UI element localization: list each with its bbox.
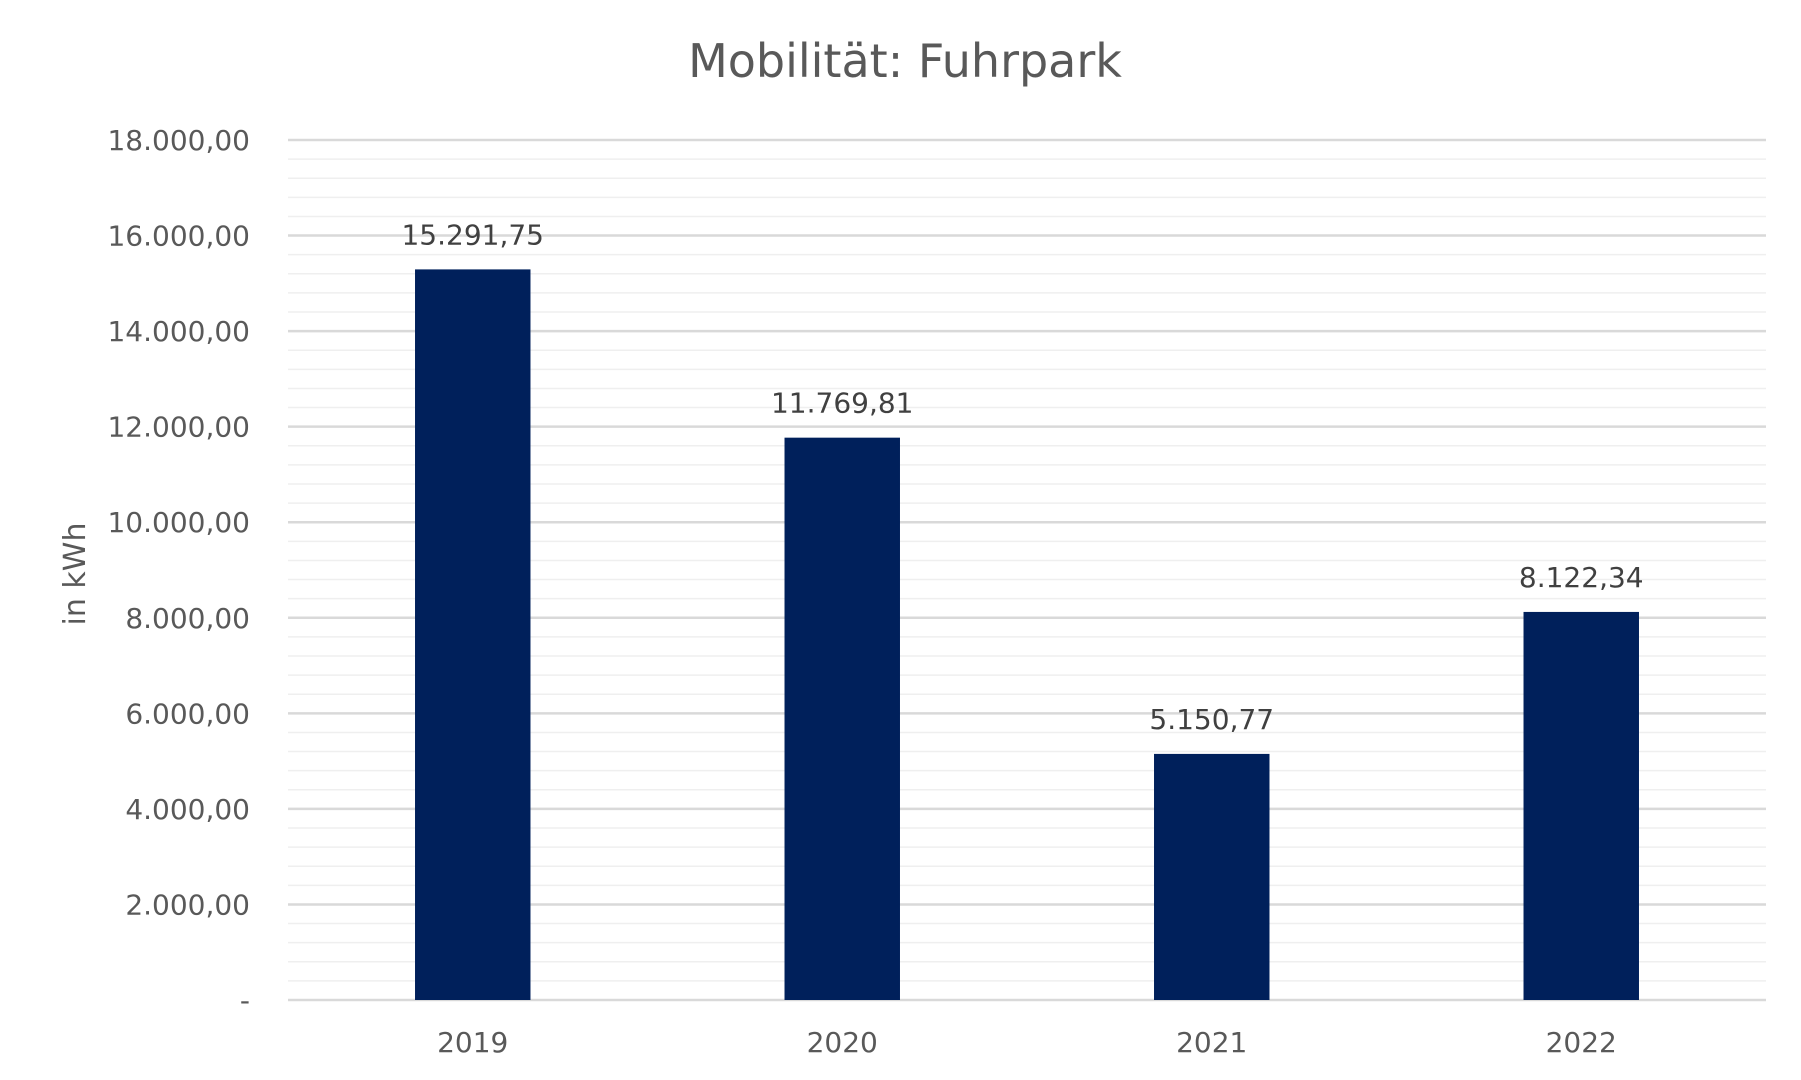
bars (415, 269, 1639, 1000)
x-tick-label-2019: 2019 (437, 1026, 508, 1059)
y-tick-label: 8.000,00 (125, 602, 250, 635)
y-tick-label: 16.000,00 (107, 220, 250, 253)
y-axis-label: in kWh (58, 523, 93, 626)
y-tick-label: 10.000,00 (107, 506, 250, 539)
data-labels: 15.291,75 11.769,81 5.150,77 8.122,34 (401, 218, 1643, 736)
data-label-2021: 5.150,77 (1149, 703, 1274, 736)
y-tick-label: - (240, 984, 250, 1017)
bar-2020 (784, 437, 900, 1000)
y-tick-label: 6.000,00 (125, 697, 250, 730)
y-tick-label: 12.000,00 (107, 411, 250, 444)
gridlines (288, 138, 1766, 1002)
chart-title: Mobilität: Fuhrpark (688, 34, 1122, 88)
data-label-2020: 11.769,81 (771, 387, 914, 420)
x-axis-ticks: 2019 2020 2021 2022 (437, 1026, 1617, 1059)
x-tick-label-2022: 2022 (1546, 1026, 1617, 1059)
data-label-2019: 15.291,75 (401, 218, 544, 251)
x-tick-label-2020: 2020 (807, 1026, 878, 1059)
y-axis-ticks: - 2.000,00 4.000,00 6.000,00 8.000,00 10.000,… (107, 124, 250, 1017)
data-label-2022: 8.122,34 (1519, 561, 1644, 594)
bar-2021 (1154, 753, 1270, 1000)
y-tick-label: 14.000,00 (107, 315, 250, 348)
y-tick-label: 4.000,00 (125, 793, 250, 826)
y-tick-label: 18.000,00 (107, 124, 250, 157)
y-tick-label: 2.000,00 (125, 888, 250, 921)
x-tick-label-2021: 2021 (1176, 1026, 1247, 1059)
bar-2022 (1523, 611, 1639, 1000)
bar-2019 (415, 269, 531, 1000)
